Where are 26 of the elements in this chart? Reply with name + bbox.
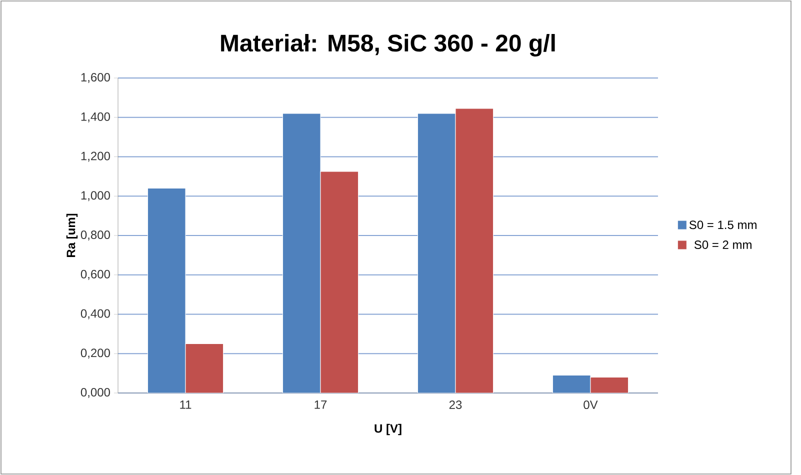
legend-label: S0 = 1.5 mm xyxy=(689,220,756,230)
bar xyxy=(552,375,591,393)
y-tick-label: 0,000 xyxy=(80,388,110,398)
y-tick-label: 1,400 xyxy=(81,112,110,122)
bar xyxy=(282,113,321,393)
y-tick-label: 0,800 xyxy=(80,230,110,240)
x-tick-label: 11 xyxy=(180,400,192,409)
y-tick-label: 0,400 xyxy=(80,309,110,320)
bar xyxy=(185,344,224,393)
legend-label: S0 = 2 mm xyxy=(694,240,752,249)
bar xyxy=(417,113,456,393)
y-tick-label: 1,000 xyxy=(81,191,110,202)
x-axis-title: U [V] xyxy=(374,424,402,436)
y-tick-label: 1,200 xyxy=(81,152,110,162)
bar xyxy=(147,188,186,393)
y-tick-label: 1,600 xyxy=(81,73,110,83)
bar xyxy=(320,171,359,393)
bar xyxy=(590,377,629,393)
bar xyxy=(455,108,494,393)
x-tick-label: 17 xyxy=(314,400,327,409)
y-axis-title: Ra [um] xyxy=(66,214,78,258)
y-tick-label: 0,600 xyxy=(80,270,110,280)
x-tick-label: 0V xyxy=(584,400,598,410)
y-tick-label: 0,200 xyxy=(80,348,110,359)
chart-title: Materiał: M58, SiC 360 - 20 g/l xyxy=(221,34,555,56)
x-tick-label: 23 xyxy=(449,400,462,410)
